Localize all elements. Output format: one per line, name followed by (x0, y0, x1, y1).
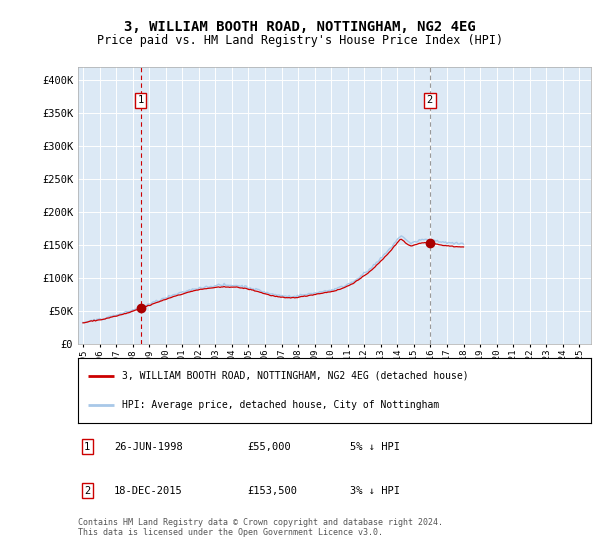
Text: 18-DEC-2015: 18-DEC-2015 (114, 486, 182, 496)
Text: 3, WILLIAM BOOTH ROAD, NOTTINGHAM, NG2 4EG: 3, WILLIAM BOOTH ROAD, NOTTINGHAM, NG2 4… (124, 20, 476, 34)
Text: 1: 1 (84, 442, 91, 452)
Text: £153,500: £153,500 (247, 486, 297, 496)
Text: £55,000: £55,000 (247, 442, 291, 452)
Text: 1: 1 (137, 95, 144, 105)
Text: 2: 2 (84, 486, 91, 496)
Text: 2: 2 (427, 95, 433, 105)
Text: 3% ↓ HPI: 3% ↓ HPI (350, 486, 400, 496)
Text: 26-JUN-1998: 26-JUN-1998 (114, 442, 182, 452)
Text: 5% ↓ HPI: 5% ↓ HPI (350, 442, 400, 452)
Text: HPI: Average price, detached house, City of Nottingham: HPI: Average price, detached house, City… (122, 400, 439, 410)
Text: Contains HM Land Registry data © Crown copyright and database right 2024.
This d: Contains HM Land Registry data © Crown c… (78, 518, 443, 538)
Text: Price paid vs. HM Land Registry's House Price Index (HPI): Price paid vs. HM Land Registry's House … (97, 34, 503, 46)
Text: 3, WILLIAM BOOTH ROAD, NOTTINGHAM, NG2 4EG (detached house): 3, WILLIAM BOOTH ROAD, NOTTINGHAM, NG2 4… (122, 371, 468, 381)
